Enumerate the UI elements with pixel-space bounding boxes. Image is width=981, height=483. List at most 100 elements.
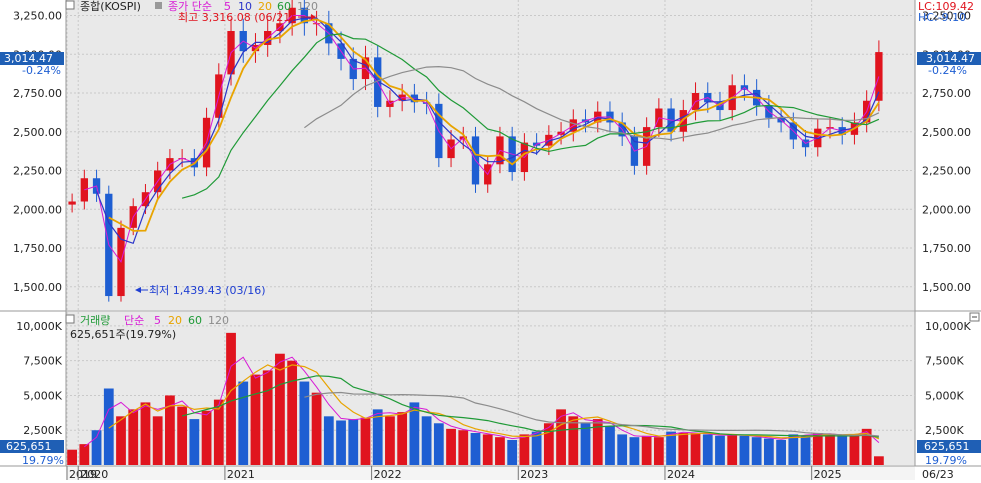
vol-ma60-label: 60 (188, 314, 202, 327)
year-tick-label: 2022 (374, 468, 402, 480)
volume-bar (825, 434, 835, 465)
left-price-tag-text: 3,014.47 (4, 52, 53, 65)
volume-bar (507, 439, 518, 465)
volume-bar (482, 434, 493, 465)
volume-bar (103, 388, 114, 465)
volume-bar (372, 409, 383, 465)
volume-bar (495, 437, 505, 465)
volume-bar (837, 435, 848, 465)
price-tick-left: 1,500.00 (13, 281, 62, 294)
ma5-line (84, 15, 880, 264)
volume-bar (458, 430, 469, 465)
volume-bar (849, 434, 860, 465)
low-arrow-icon (135, 287, 141, 293)
volume-bar (629, 437, 640, 465)
price-plot-area[interactable] (66, 0, 915, 310)
volume-bar (201, 410, 212, 465)
volume-tick-right: 5,000K (925, 389, 964, 402)
volume-bar (617, 434, 628, 465)
volume-bar (678, 433, 689, 465)
volume-bar (690, 433, 701, 465)
settings-square-icon[interactable] (155, 2, 162, 9)
vol-ma20-line (108, 364, 880, 440)
volume-bar (861, 428, 872, 465)
volume-bar (776, 439, 786, 465)
volume-bars (67, 332, 884, 465)
left-price-change: -0.24% (22, 64, 61, 77)
volume-bar (702, 434, 713, 465)
price-ma-label: 종가 단순 (168, 0, 212, 13)
right-price-tag-text: 3,014.47 (926, 52, 975, 65)
volume-bar (556, 409, 566, 465)
volume-bar (165, 395, 175, 465)
volume-tick-left: 7,500K (23, 355, 62, 368)
high-annotation: 최고 3,316.08 (06/21) (178, 11, 295, 24)
volume-tick-left: 10,000K (16, 320, 62, 333)
volume-ma-label: 단순 (124, 314, 144, 327)
volume-bar (67, 449, 78, 465)
vol-ma120-label: 120 (208, 314, 229, 327)
price-tick-right: 2,750.00 (922, 87, 971, 100)
vol-ma5-label: 5 (154, 314, 161, 327)
ma60-line (181, 33, 880, 199)
price-tick-left: 2,000.00 (13, 203, 62, 216)
price-tick-right: 1,500.00 (922, 281, 971, 294)
volume-bar (812, 433, 823, 465)
volume-bar (287, 360, 298, 465)
volume-bar (262, 370, 273, 465)
price-tick-left: 1,750.00 (13, 242, 62, 255)
vol-ma60-line (181, 375, 879, 438)
volume-bar (140, 402, 151, 465)
volume-bar (421, 416, 432, 465)
year-tick-label: 2025 (814, 468, 842, 480)
low-annotation: 최저 1,439.43 (03/16) (149, 284, 266, 297)
price-tick-left: 2,250.00 (13, 165, 62, 178)
right-volume-tag (917, 440, 981, 453)
volume-bar (226, 332, 236, 465)
volume-bar (385, 416, 395, 465)
right-volume-tag-text: 625,651 (924, 440, 970, 453)
volume-ma-overlay (83, 356, 880, 448)
gridlines (66, 0, 915, 466)
volume-bar (323, 416, 334, 465)
volume-bar (751, 437, 762, 465)
volume-bar (666, 431, 676, 465)
volume-bar (568, 416, 579, 465)
volume-bar (715, 435, 725, 465)
volume-bar (360, 417, 371, 465)
volume-bar (580, 423, 591, 465)
price-tick-right: 2,000.00 (922, 203, 971, 216)
date-axis-strip (66, 466, 915, 480)
left-volume-change: 19.79% (22, 454, 64, 467)
volume-bar (739, 435, 750, 465)
ma20-line (108, 18, 880, 232)
volume-bar (213, 399, 224, 465)
volume-bar (543, 423, 554, 465)
price-tick-right: 2,500.00 (922, 126, 971, 139)
volume-bar (79, 444, 90, 465)
price-tick-left: 2,750.00 (13, 87, 62, 100)
volume-label: 거래량 (80, 314, 110, 327)
volume-bar (727, 434, 738, 465)
axis-labels: 3,250.003,250.003,000.003,000.002,750.00… (13, 10, 971, 482)
ma10-label: 10 (238, 0, 252, 13)
volume-bar (238, 381, 249, 465)
volume-bar (177, 406, 188, 465)
year-tick-label: 2019 (69, 468, 97, 480)
high-arrow-icon (311, 14, 316, 20)
volume-bar (788, 434, 799, 465)
left-axis-area (0, 0, 66, 480)
price-moving-averages (84, 15, 880, 264)
volume-bar (91, 430, 102, 465)
ma10-line (96, 17, 880, 245)
volume-collapse-icon[interactable] (65, 314, 75, 324)
current-date-tag: 06/23 (922, 468, 954, 480)
collapse-toggle-icon[interactable] (65, 0, 75, 10)
year-tick-label: 2023 (520, 468, 548, 480)
volume-bar (189, 419, 200, 465)
ma120-line (304, 65, 880, 141)
volume-tick-right: 10,000K (925, 320, 971, 333)
candle-body (68, 201, 76, 205)
ma5-label: 5 (224, 0, 231, 13)
